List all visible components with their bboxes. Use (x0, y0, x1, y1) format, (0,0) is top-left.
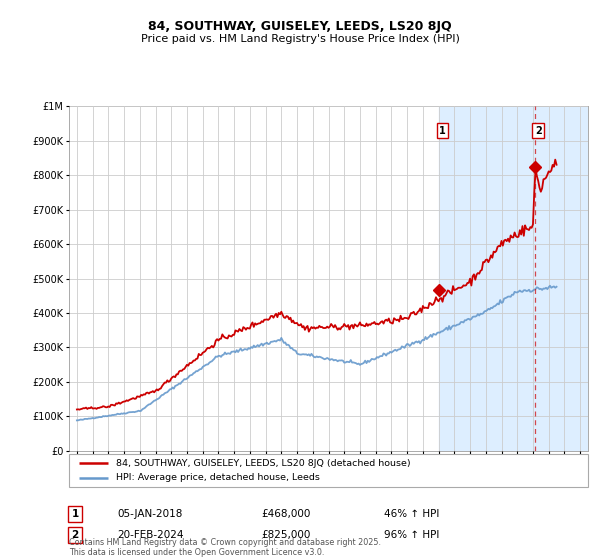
Text: 84, SOUTHWAY, GUISELEY, LEEDS, LS20 8JQ (detached house): 84, SOUTHWAY, GUISELEY, LEEDS, LS20 8JQ … (116, 459, 410, 468)
Text: 05-JAN-2018: 05-JAN-2018 (117, 509, 182, 519)
Text: 2: 2 (71, 530, 79, 540)
Text: 20-FEB-2024: 20-FEB-2024 (117, 530, 184, 540)
Bar (439, 106, 596, 451)
Text: 84, SOUTHWAY, GUISELEY, LEEDS, LS20 8JQ: 84, SOUTHWAY, GUISELEY, LEEDS, LS20 8JQ (148, 20, 452, 32)
FancyBboxPatch shape (69, 454, 588, 487)
Text: 96% ↑ HPI: 96% ↑ HPI (384, 530, 439, 540)
Text: £468,000: £468,000 (261, 509, 310, 519)
Text: £825,000: £825,000 (261, 530, 310, 540)
Text: 46% ↑ HPI: 46% ↑ HPI (384, 509, 439, 519)
Text: Price paid vs. HM Land Registry's House Price Index (HPI): Price paid vs. HM Land Registry's House … (140, 34, 460, 44)
Text: 1: 1 (439, 125, 446, 136)
Text: 2: 2 (535, 125, 542, 136)
Text: 1: 1 (71, 509, 79, 519)
Text: HPI: Average price, detached house, Leeds: HPI: Average price, detached house, Leed… (116, 473, 320, 482)
Text: Contains HM Land Registry data © Crown copyright and database right 2025.
This d: Contains HM Land Registry data © Crown c… (69, 538, 381, 557)
Bar (535, 106, 596, 451)
